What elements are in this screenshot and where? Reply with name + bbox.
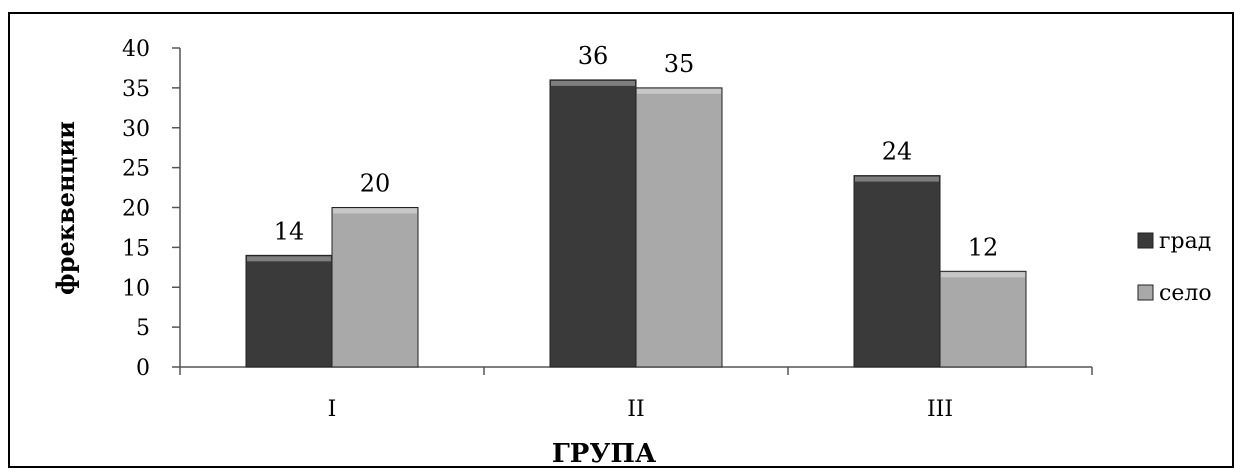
legend-label: град <box>1159 229 1211 254</box>
legend-item-село: село <box>1137 281 1212 306</box>
data-label: 35 <box>664 50 695 78</box>
x-tick-label: I <box>328 397 337 422</box>
legend: град село <box>1137 229 1212 306</box>
bar-град-I <box>245 254 333 368</box>
y-axis-title: фреквенции <box>51 121 80 295</box>
bar-село-II <box>635 87 723 368</box>
y-tick-label: 30 <box>122 117 150 142</box>
y-tick-label: 10 <box>122 276 150 301</box>
y-tick-label: 35 <box>122 77 150 102</box>
data-labels: 14 36 24 20 35 12 <box>274 42 999 261</box>
x-tick-label: III <box>927 397 953 422</box>
y-tick-label: 25 <box>122 157 150 182</box>
y-tick-label: 0 <box>136 356 150 381</box>
legend-label: село <box>1159 281 1212 306</box>
x-axis-title: ГРУПА <box>552 439 656 469</box>
data-label: 12 <box>968 233 999 261</box>
x-axis-ticks: I II III <box>179 367 1093 422</box>
x-tick-label: II <box>627 397 644 422</box>
legend-swatch <box>1137 284 1154 301</box>
data-label: 14 <box>274 217 305 245</box>
y-tick-label: 5 <box>136 316 150 341</box>
y-axis-ticks: 0 5 10 15 20 25 30 35 40 <box>122 37 180 381</box>
y-tick-label: 40 <box>122 37 150 62</box>
bar-село-I <box>331 207 419 368</box>
bar-град-II <box>549 79 637 368</box>
legend-item-град: град <box>1137 229 1211 254</box>
y-tick-label: 20 <box>122 197 150 222</box>
data-label: 24 <box>882 138 913 166</box>
bar-град-III <box>853 175 941 368</box>
data-label: 36 <box>578 42 609 70</box>
legend-swatch <box>1137 232 1154 249</box>
bars <box>245 79 1027 368</box>
y-tick-label: 15 <box>122 236 150 261</box>
bar-село-III <box>939 270 1027 368</box>
data-label: 20 <box>360 170 391 198</box>
